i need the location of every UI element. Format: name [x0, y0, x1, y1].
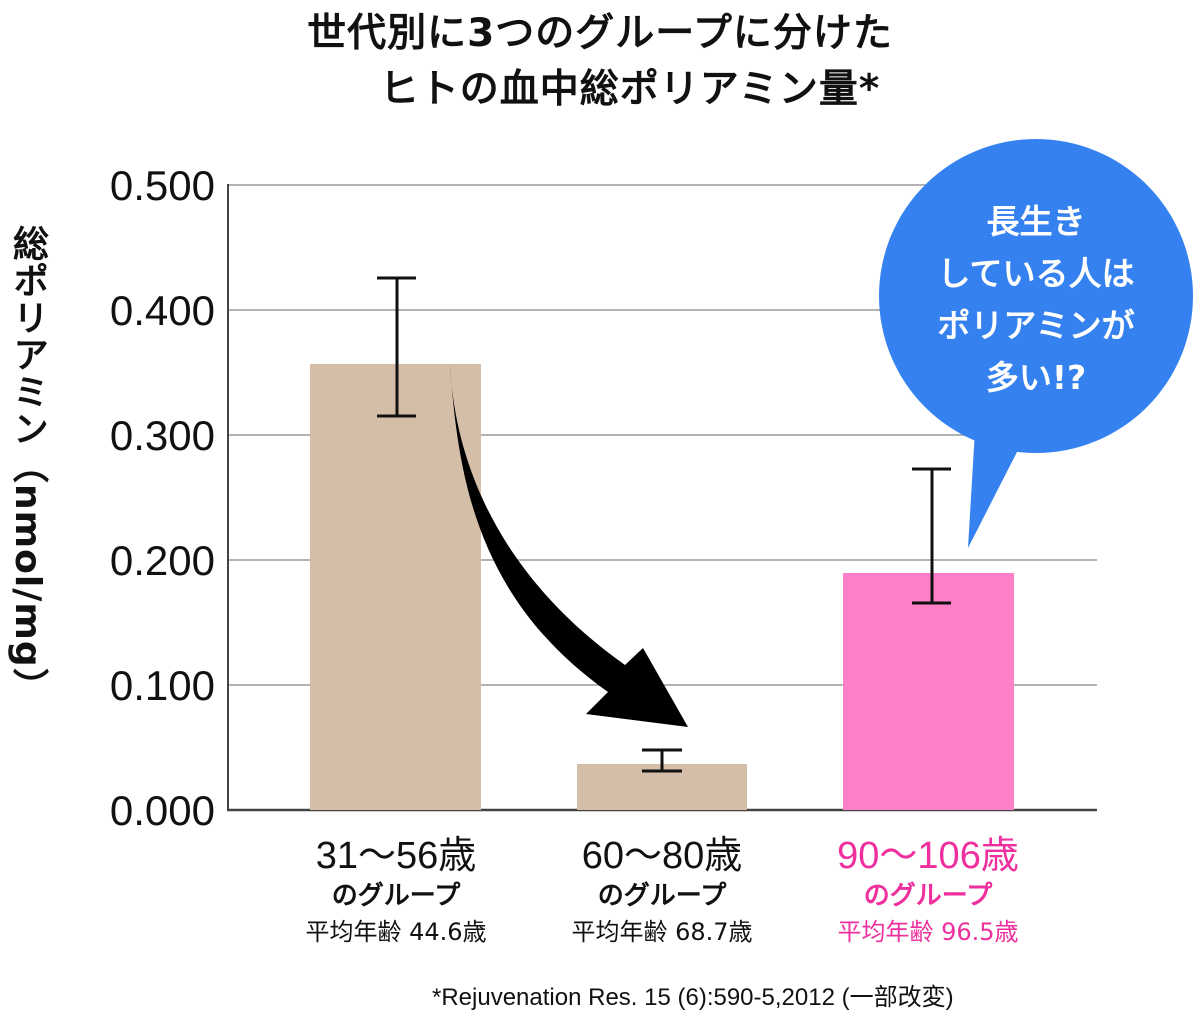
bar-90-106	[843, 573, 1014, 810]
y-tick-0.500: 0.500	[109, 162, 215, 209]
callout-line1: 長生き	[986, 202, 1086, 241]
callout-text: 長生き している人は ポリアミンが 多い!?	[900, 196, 1172, 404]
decrease-arrow-icon	[450, 364, 688, 727]
chart-title-line2: ヒトの血中総ポリアミン量*	[379, 67, 881, 112]
y-tick-0.400: 0.400	[109, 287, 215, 334]
category-range: 31〜56歳	[315, 835, 477, 877]
error-bar-60-80	[642, 748, 682, 773]
error-bar-90-106	[912, 467, 951, 605]
error-bar-31-56	[377, 276, 416, 418]
callout-line4: 多い!?	[985, 358, 1087, 397]
category-label-31-56: 31〜56歳 のグループ 平均年齢 44.6歳	[266, 834, 526, 950]
category-range: 90〜106歳	[837, 835, 1019, 877]
category-group: のグループ	[331, 881, 461, 911]
y-tick-0.300: 0.300	[109, 412, 215, 459]
category-avg-age: 平均年齢 96.5歳	[837, 918, 1019, 946]
callout-line3: ポリアミンが	[937, 306, 1135, 345]
category-group: のグループ	[597, 881, 727, 911]
y-tick-0.200: 0.200	[109, 537, 215, 584]
category-avg-age: 平均年齢 44.6歳	[305, 918, 487, 946]
callout-line2: している人は	[937, 254, 1135, 293]
callout-bubble	[879, 139, 1193, 548]
source-footnote: *Rejuvenation Res. 15 (6):590-5,2012 (一部…	[432, 984, 954, 1011]
bar-31-56	[310, 364, 481, 810]
category-label-60-80: 60〜80歳 のグループ 平均年齢 68.7歳	[532, 834, 792, 950]
category-range: 60〜80歳	[581, 835, 743, 877]
y-tick-0.100: 0.100	[109, 662, 215, 709]
y-tick-0.000: 0.000	[109, 787, 215, 834]
category-label-90-106: 90〜106歳 のグループ 平均年齢 96.5歳	[798, 834, 1058, 950]
chart-title-line1: 世代別に3つのグループに分けた	[307, 11, 893, 56]
y-axis-label: 総ポリアミン（nmol/mg）	[7, 225, 48, 705]
chart-title: 世代別に3つのグループに分けた ヒトの血中総ポリアミン量*	[0, 6, 1200, 118]
category-avg-age: 平均年齢 68.7歳	[571, 918, 753, 946]
category-group: のグループ	[863, 881, 993, 911]
